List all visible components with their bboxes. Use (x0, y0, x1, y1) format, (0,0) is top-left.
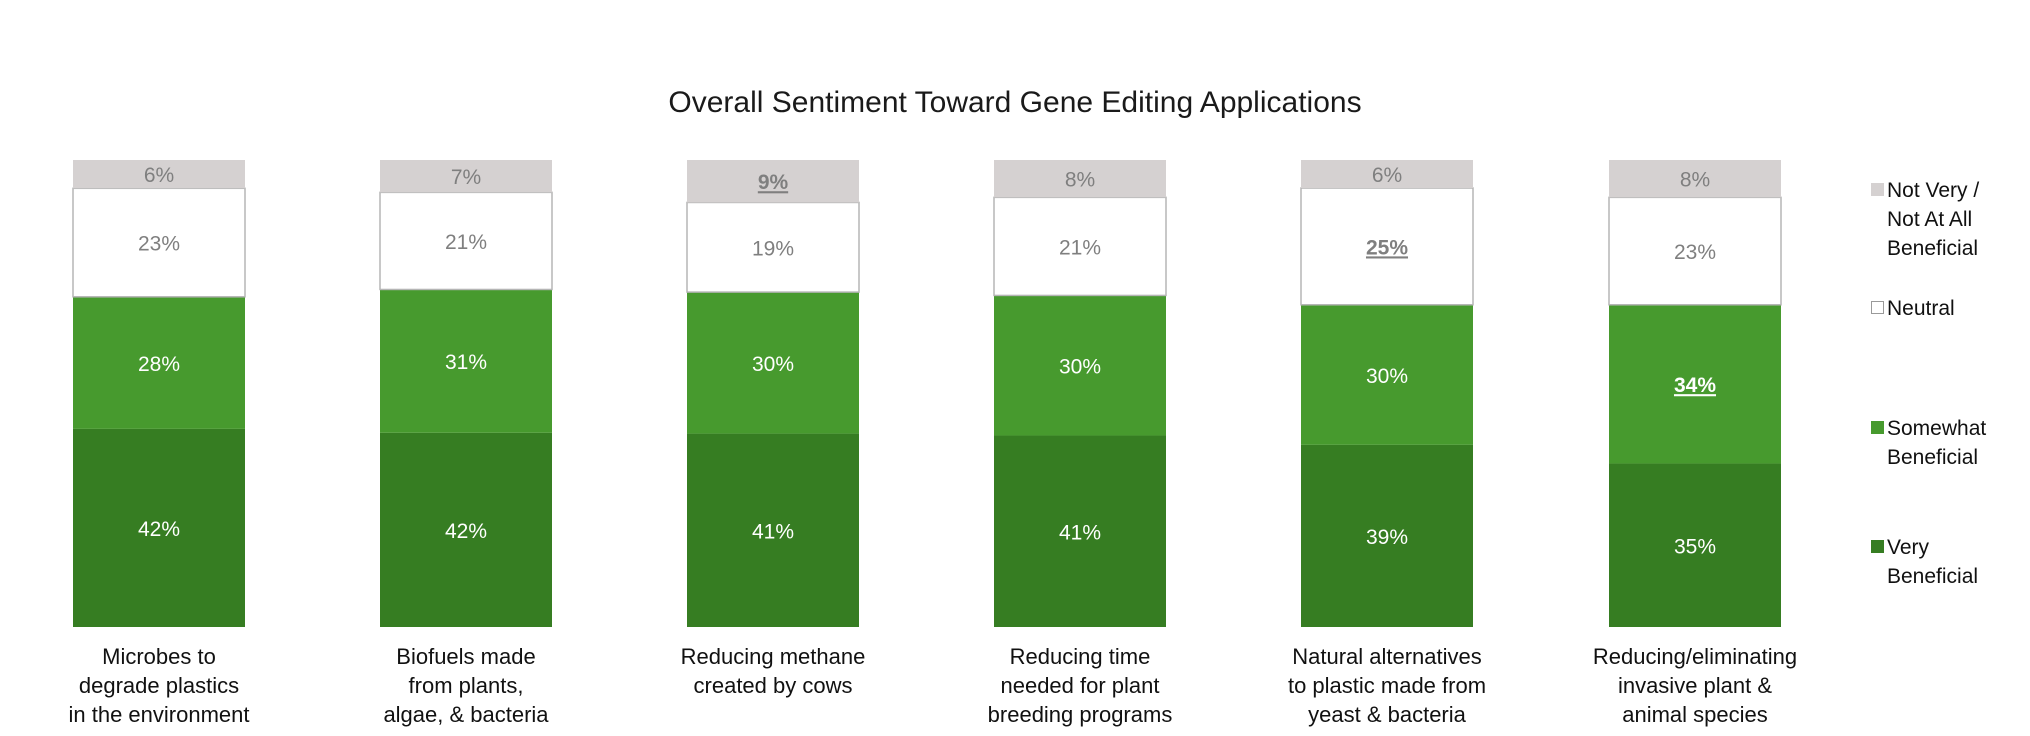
data-label: 34% (1674, 374, 1716, 397)
data-label: 30% (752, 353, 794, 376)
category-label: Reducing methane created by cows (680, 644, 866, 698)
legend-item-very-beneficial: Very Beneficial (1871, 533, 2027, 591)
legend-label: Not Very / Not At All Beneficial (1887, 179, 1980, 260)
data-label: 41% (752, 520, 794, 543)
data-label: 42% (138, 518, 180, 541)
data-label: 19% (752, 237, 794, 260)
bar-segment (1609, 463, 1781, 627)
bar-segment (380, 289, 552, 433)
bar-segment (994, 435, 1166, 627)
data-label: 21% (1059, 236, 1101, 259)
category-label: Natural alternatives to plastic made fro… (1287, 644, 1487, 727)
data-label: 39% (1366, 526, 1408, 549)
data-label: 30% (1059, 355, 1101, 378)
data-label: 25% (1366, 236, 1408, 259)
data-label: 8% (1680, 169, 1710, 192)
bar-segment (1301, 304, 1473, 445)
category-label: Reducing/eliminating invasive plant & an… (1592, 644, 1798, 727)
bar-segment (73, 160, 245, 189)
category-label: Reducing time needed for plant breeding … (987, 644, 1173, 727)
data-label: 7% (451, 166, 481, 189)
chart-title: Overall Sentiment Toward Gene Editing Ap… (668, 86, 1362, 119)
bar-segment (380, 160, 552, 193)
legend-label: Neutral (1887, 297, 1955, 320)
bar-segment (687, 160, 859, 203)
bar-segment (1300, 187, 1474, 306)
category-label: Microbes to degrade plastics in the envi… (68, 644, 250, 727)
data-label: 42% (445, 520, 487, 543)
legend-swatch-neutral (1871, 301, 1884, 314)
category-label: Biofuels made from plants, algae, & bact… (383, 644, 549, 727)
data-label: 35% (1674, 535, 1716, 558)
legend-swatch-somewhat-beneficial (1871, 421, 1884, 434)
legend-swatch-not-beneficial (1871, 183, 1884, 196)
data-label: 6% (144, 164, 174, 187)
data-label: 28% (138, 353, 180, 376)
bar-segment (380, 432, 552, 627)
bar-segment (379, 191, 553, 291)
bar-segment (1301, 444, 1473, 627)
data-label: 23% (1674, 241, 1716, 264)
data-label: 9% (758, 171, 789, 194)
bar-segment (1609, 304, 1781, 464)
data-label: 41% (1059, 521, 1101, 544)
legend-swatch-very-beneficial (1871, 540, 1884, 553)
bar-segment (1608, 196, 1782, 306)
bar-segment (994, 160, 1166, 198)
data-label: 8% (1065, 169, 1095, 192)
data-label: 21% (445, 231, 487, 254)
bar-segment (73, 296, 245, 429)
data-label: 30% (1366, 365, 1408, 388)
data-label: 31% (445, 351, 487, 374)
data-label: 23% (138, 233, 180, 256)
legend-item-somewhat-beneficial: Somewhat Beneficial (1871, 414, 2027, 472)
bar-segment (73, 428, 245, 627)
bar-segment (72, 187, 246, 298)
bar-segment (1609, 160, 1781, 198)
bar-segment (1301, 160, 1473, 189)
legend-label: Very Beneficial (1887, 536, 1979, 588)
bar-segment (994, 295, 1166, 436)
bar-segment (687, 292, 859, 434)
bar-segment (993, 196, 1167, 297)
bar-segment (687, 433, 859, 627)
legend-label: Somewhat Beneficial (1887, 417, 1987, 469)
legend-item-neutral: Neutral (1871, 294, 2027, 323)
bar-segment (686, 201, 860, 293)
data-label: 6% (1372, 164, 1402, 187)
legend-item-not-beneficial: Not Very / Not At All Beneficial (1871, 176, 2027, 263)
